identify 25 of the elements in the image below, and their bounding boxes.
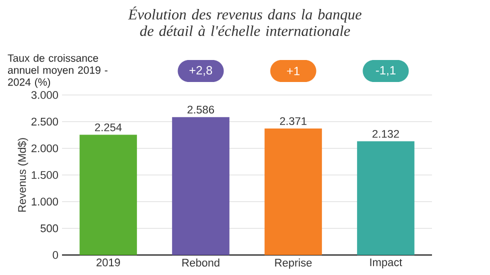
data-label: 2.132 [372,130,399,138]
y-tick-label: 1.000 [32,198,58,206]
text: +1 [286,66,300,76]
y-axis-title: Revenus (Md$) [18,138,28,212]
y-tick-label: 3.000 [31,91,58,99]
y-tick-label: 2.000 [32,144,58,152]
data-label: 2.371 [280,117,306,126]
x-tick-label: Impact [370,258,402,268]
bar [172,117,230,255]
text: -1,1 [376,66,396,76]
data-label: 2.586 [188,106,214,114]
y-tick-label: 1.500 [32,171,58,179]
x-tick-label: Rebond [182,258,220,267]
bar [357,141,414,255]
bar [80,134,137,255]
text: Taux de croissance annuel moyen 2019 - 2024 (%) [8,54,108,88]
y-tick-label: 500 [40,224,58,232]
chart-title: Évolution des revenus dans la banque de détail à l'échelle internationale [128,6,362,36]
data-label: 2.254 [95,123,122,132]
text: +2,8 [189,66,212,76]
y-tick-label: 2.500 [32,118,58,126]
bar [264,128,322,255]
x-tick-label: Reprise [275,258,312,269]
y-tick-label: 0 [52,251,58,259]
x-tick-label: 2019 [96,258,120,266]
